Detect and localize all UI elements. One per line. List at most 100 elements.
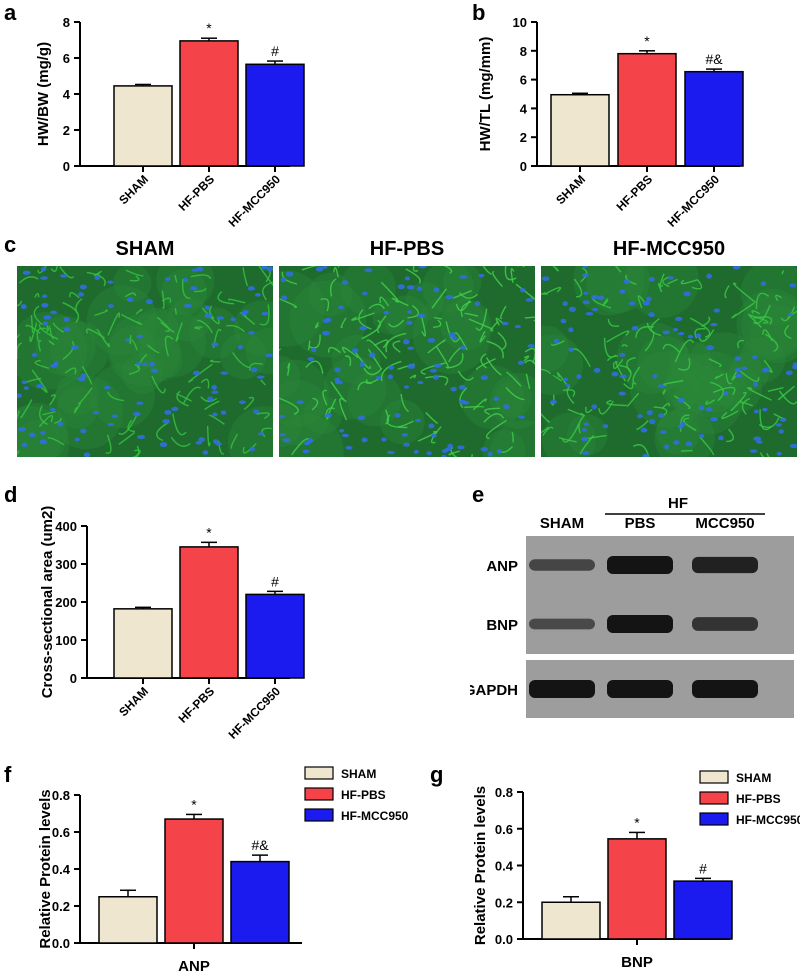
tissue-shade: [279, 355, 301, 399]
nucleus: [447, 443, 453, 449]
nucleus: [582, 266, 588, 269]
nucleus: [407, 363, 416, 369]
nucleus: [785, 370, 793, 376]
membrane-stroke: [379, 296, 390, 307]
tissue-shade: [279, 414, 344, 457]
membrane-stroke: [747, 387, 772, 401]
nucleus: [562, 301, 568, 307]
panel-label-a: a: [4, 0, 17, 25]
membrane-stroke: [662, 276, 670, 288]
nucleus: [71, 345, 79, 350]
nucleus: [568, 327, 574, 333]
blot-row-label: GAPDH: [470, 682, 518, 699]
nucleus: [80, 428, 87, 434]
membrane-stroke: [18, 276, 39, 284]
nucleus: [637, 414, 643, 419]
membrane-stroke: [766, 452, 770, 457]
nucleus: [261, 311, 269, 316]
membrane-stroke: [448, 346, 462, 363]
membrane-stroke: [636, 420, 649, 431]
y-axis-label: Relative Protein levels: [472, 786, 489, 945]
nucleus: [648, 276, 655, 282]
membrane-stroke: [174, 307, 178, 315]
y-tick-label: 4: [520, 101, 528, 116]
nucleus: [503, 404, 510, 410]
membrane-stroke: [39, 405, 48, 426]
tissue-background: [541, 266, 797, 457]
membrane-stroke: [541, 412, 550, 423]
blot-band: [692, 680, 758, 698]
bar: [617, 52, 677, 167]
membrane-stroke: [107, 391, 125, 402]
membrane-stroke: [680, 278, 698, 285]
membrane-stroke: [368, 303, 385, 310]
membrane-stroke: [524, 359, 535, 366]
membrane-stroke: [778, 390, 797, 405]
bar: [607, 838, 667, 940]
tissue-shade: [279, 359, 330, 428]
membrane-stroke: [551, 340, 565, 346]
membrane-stroke: [175, 322, 183, 342]
nucleus: [107, 280, 114, 284]
tissue-shade: [542, 412, 596, 457]
nucleus: [80, 373, 87, 379]
legend-swatch: [304, 808, 334, 822]
nucleus: [359, 325, 368, 331]
membrane-stroke: [606, 355, 619, 362]
membrane-stroke: [763, 359, 773, 373]
membrane-stroke: [753, 304, 771, 325]
nucleus: [279, 414, 285, 419]
tissue-shade: [482, 429, 526, 457]
membrane-stroke: [307, 340, 311, 351]
membrane-stroke: [657, 282, 663, 293]
membrane-stroke: [606, 399, 627, 407]
tissue-shade: [442, 266, 482, 302]
nucleus: [196, 266, 204, 272]
tissue-shade: [729, 352, 770, 393]
membrane-stroke: [314, 321, 319, 329]
nucleus: [63, 317, 70, 322]
membrane-stroke: [193, 287, 207, 293]
nucleus: [585, 312, 594, 316]
nucleus: [448, 332, 456, 338]
y-tick-label: 10: [513, 15, 527, 30]
tissue-shade: [686, 332, 762, 407]
membrane-stroke: [475, 308, 488, 331]
nucleus: [429, 368, 438, 373]
x-tick-label: HF-MCC950: [226, 684, 284, 740]
membrane-stroke: [476, 358, 496, 370]
tissue-shade: [17, 419, 61, 457]
bar: [113, 608, 173, 679]
membrane-stroke: [443, 266, 453, 274]
nucleus: [334, 377, 340, 382]
nucleus: [368, 352, 376, 358]
nucleus: [417, 313, 426, 318]
membrane-stroke: [164, 335, 174, 357]
x-tick-label: BNP: [621, 954, 653, 971]
legend-swatch: [304, 766, 334, 780]
nucleus: [404, 385, 410, 389]
nucleus: [135, 362, 142, 366]
membrane-stroke: [724, 285, 730, 299]
membrane-stroke: [479, 330, 486, 343]
membrane-stroke: [279, 298, 298, 308]
nucleus: [145, 299, 153, 305]
membrane-stroke: [137, 354, 148, 369]
membrane-stroke: [190, 274, 212, 280]
membrane-stroke: [361, 319, 382, 340]
membrane-stroke: [330, 381, 345, 402]
membrane-stroke: [737, 339, 744, 349]
nucleus: [296, 400, 304, 404]
nucleus: [735, 373, 743, 378]
membrane-stroke: [118, 412, 139, 435]
nucleus: [192, 370, 201, 376]
membrane-stroke: [701, 316, 711, 328]
nucleus: [403, 339, 410, 345]
nucleus: [583, 422, 589, 426]
membrane-stroke: [181, 279, 191, 299]
significance-marker: *: [206, 20, 212, 36]
legend-swatch: [699, 791, 729, 805]
legend-swatch: [699, 770, 729, 784]
membrane-stroke: [242, 267, 249, 287]
membrane-stroke: [777, 385, 795, 401]
